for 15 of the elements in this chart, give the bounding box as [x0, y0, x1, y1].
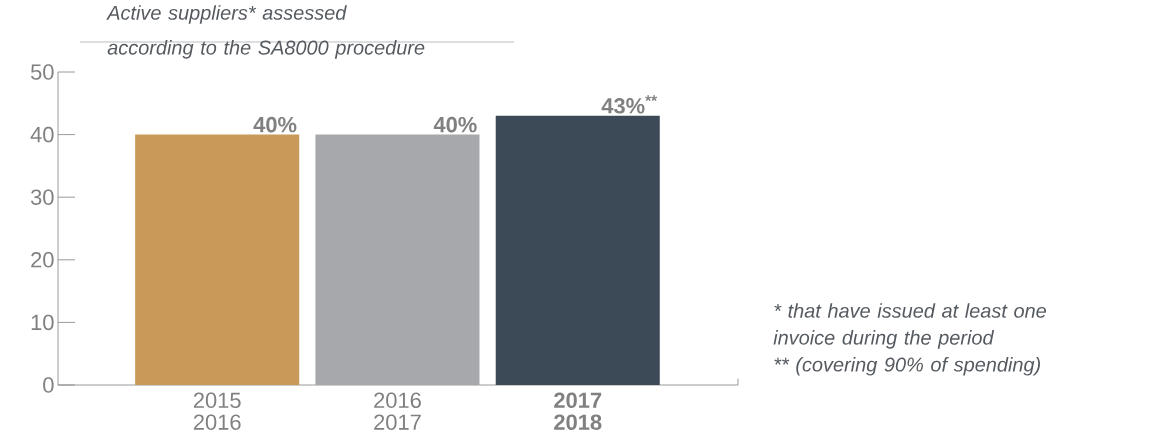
- y-tick-label: 20: [31, 252, 54, 268]
- data-label: 43%$^{**}$: [601, 95, 658, 114]
- data-label: 40%: [253, 116, 297, 133]
- y-tick-label: 10: [31, 314, 54, 331]
- x-tick-label: 2016 2017: [374, 392, 421, 430]
- text: * that have issued at least one invoice during the period: [773, 303, 1047, 349]
- y-tick-label: 0: [43, 377, 54, 393]
- x-tick-label: 2015 2016: [193, 392, 241, 430]
- text: ** (covering 90% of spending): [774, 357, 1040, 376]
- y-tick-label: 40: [30, 126, 54, 143]
- y-tick-label: 50: [30, 64, 54, 80]
- chart-title: Active suppliers* assessed according to the SA8000 procedure: [106, 5, 425, 59]
- x-tick-label: 2017 2018: [554, 392, 602, 430]
- data-label: 40%: [433, 116, 477, 133]
- y-tick-label: 30: [30, 189, 54, 205]
